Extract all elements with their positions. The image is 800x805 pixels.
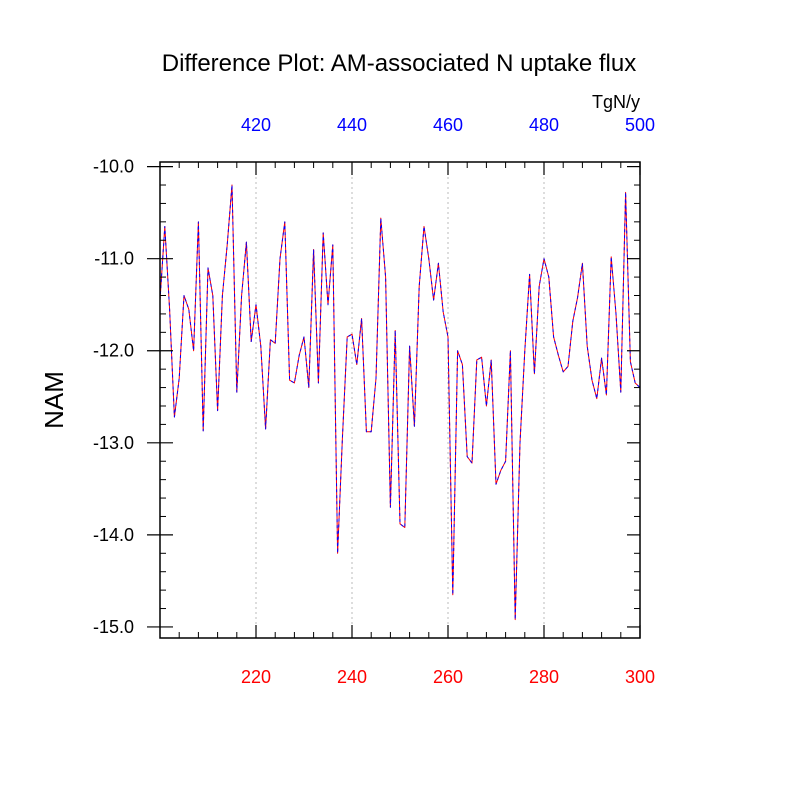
y-tick-label: -15.0 — [93, 617, 134, 637]
x-tick-label: 260 — [433, 667, 463, 687]
y-tick-label: -12.0 — [93, 341, 134, 361]
x-tick-label: 240 — [337, 667, 367, 687]
plot-frame — [159, 161, 641, 639]
data-series — [159, 184, 641, 621]
units-label: TgN/y — [592, 92, 640, 112]
x-tick-label: 220 — [241, 667, 271, 687]
top-tick-label: 480 — [529, 115, 559, 135]
series-line-blue — [159, 184, 641, 621]
grid-lines — [255, 162, 545, 638]
top-tick-label: 460 — [433, 115, 463, 135]
x-tick-label: 300 — [625, 667, 655, 687]
y-tick-label: -13.0 — [93, 433, 134, 453]
y-axis-label: NAM — [39, 371, 69, 429]
top-tick-label: 500 — [625, 115, 655, 135]
top-tick-label: 420 — [241, 115, 271, 135]
y-tick-label: -10.0 — [93, 157, 134, 177]
y-tick-label: -11.0 — [94, 249, 134, 269]
top-tick-label: 440 — [337, 115, 367, 135]
x-tick-label: 280 — [529, 667, 559, 687]
series-line-red — [159, 184, 641, 621]
chart-title: Difference Plot: AM-associated N uptake … — [162, 50, 636, 77]
y-tick-label: -14.0 — [93, 525, 134, 545]
